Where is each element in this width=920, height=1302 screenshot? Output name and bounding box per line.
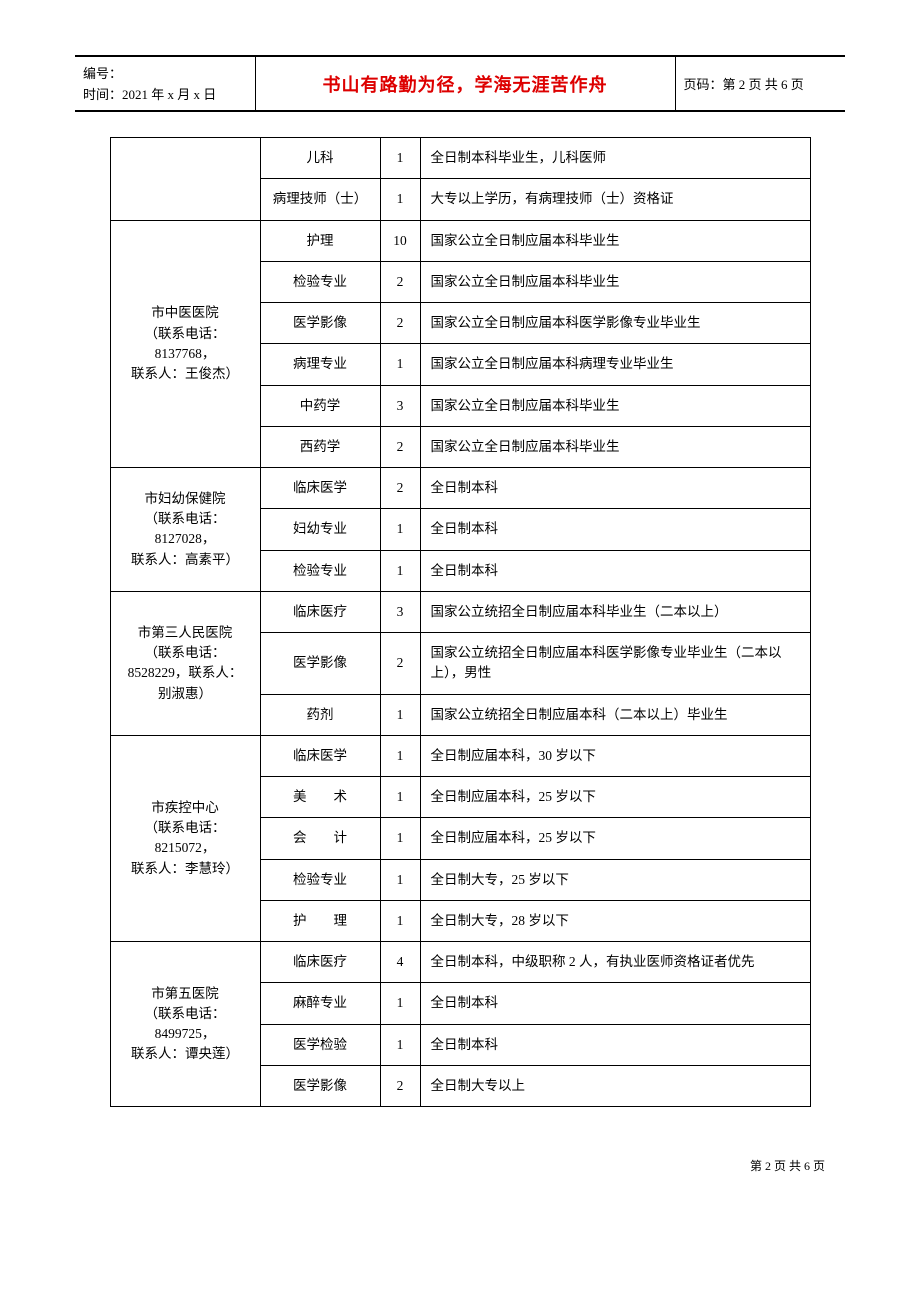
specialty-cell: 临床医疗	[260, 942, 380, 983]
requirement-cell: 国家公立全日制应届本科医学影像专业毕业生	[420, 303, 810, 344]
specialty-cell: 临床医学	[260, 735, 380, 776]
count-cell: 1	[380, 735, 420, 776]
org-cell: 市中医医院（联系电话：8137768，联系人：王俊杰）	[110, 220, 260, 468]
specialty-cell: 医学影像	[260, 1065, 380, 1106]
count-cell: 4	[380, 942, 420, 983]
requirement-cell: 全日制本科	[420, 468, 810, 509]
table-row: 市疾控中心（联系电话：8215072，联系人：李慧玲）临床医学1全日制应届本科，…	[110, 735, 810, 776]
org-cell	[110, 138, 260, 221]
specialty-cell: 临床医学	[260, 468, 380, 509]
specialty-cell: 美 术	[260, 777, 380, 818]
specialty-cell: 检验专业	[260, 859, 380, 900]
requirement-cell: 全日制本科毕业生，儿科医师	[420, 138, 810, 179]
requirement-cell: 国家公立统招全日制应届本科（二本以上）毕业生	[420, 694, 810, 735]
table-row: 市中医医院（联系电话：8137768，联系人：王俊杰）护理10国家公立全日制应届…	[110, 220, 810, 261]
table-row: 市第三人民医院（联系电话：8528229，联系人：别淑惠）临床医疗3国家公立统招…	[110, 591, 810, 632]
specialty-cell: 医学影像	[260, 303, 380, 344]
specialty-cell: 会 计	[260, 818, 380, 859]
specialty-cell: 护理	[260, 220, 380, 261]
org-cell: 市第三人民医院（联系电话：8528229，联系人：别淑惠）	[110, 591, 260, 735]
header-page-label: 页码：第 2 页 共 6 页	[675, 56, 845, 111]
requirement-cell: 全日制大专以上	[420, 1065, 810, 1106]
count-cell: 2	[380, 1065, 420, 1106]
header-left-cell: 编号： 时间：2021 年 x 月 x 日	[75, 56, 255, 111]
requirement-cell: 全日制本科	[420, 550, 810, 591]
header-table: 编号： 时间：2021 年 x 月 x 日 书山有路勤为径，学海无涯苦作舟 页码…	[75, 55, 845, 112]
requirement-cell: 国家公立全日制应届本科毕业生	[420, 385, 810, 426]
count-cell: 1	[380, 694, 420, 735]
specialty-cell: 护 理	[260, 900, 380, 941]
footer-page-number: 第 2 页 共 6 页	[75, 1157, 845, 1174]
count-cell: 2	[380, 261, 420, 302]
org-cell: 市妇幼保健院（联系电话：8127028，联系人：高素平）	[110, 468, 260, 592]
specialty-cell: 药剂	[260, 694, 380, 735]
requirement-cell: 全日制应届本科，30 岁以下	[420, 735, 810, 776]
count-cell: 10	[380, 220, 420, 261]
specialty-cell: 儿科	[260, 138, 380, 179]
bianhao-label: 编号：	[83, 63, 247, 82]
requirement-cell: 大专以上学历，有病理技师（士）资格证	[420, 179, 810, 220]
requirement-cell: 全日制本科，中级职称 2 人，有执业医师资格证者优先	[420, 942, 810, 983]
count-cell: 2	[380, 303, 420, 344]
count-cell: 1	[380, 983, 420, 1024]
requirement-cell: 全日制大专，28 岁以下	[420, 900, 810, 941]
table-row: 市第五医院（联系电话：8499725，联系人：谭央莲）临床医疗4全日制本科，中级…	[110, 942, 810, 983]
count-cell: 1	[380, 777, 420, 818]
count-cell: 1	[380, 509, 420, 550]
document-page: 编号： 时间：2021 年 x 月 x 日 书山有路勤为径，学海无涯苦作舟 页码…	[0, 0, 920, 1214]
specialty-cell: 麻醉专业	[260, 983, 380, 1024]
specialty-cell: 检验专业	[260, 261, 380, 302]
org-cell: 市第五医院（联系电话：8499725，联系人：谭央莲）	[110, 942, 260, 1107]
specialty-cell: 中药学	[260, 385, 380, 426]
count-cell: 2	[380, 633, 420, 695]
requirement-cell: 全日制本科	[420, 1024, 810, 1065]
requirement-cell: 国家公立全日制应届本科毕业生	[420, 220, 810, 261]
requirement-cell: 国家公立全日制应届本科毕业生	[420, 426, 810, 467]
main-table: 儿科1全日制本科毕业生，儿科医师病理技师（士）1大专以上学历，有病理技师（士）资…	[110, 137, 811, 1107]
count-cell: 1	[380, 1024, 420, 1065]
header-motto: 书山有路勤为径，学海无涯苦作舟	[255, 56, 675, 111]
count-cell: 2	[380, 426, 420, 467]
requirement-cell: 全日制本科	[420, 509, 810, 550]
table-row: 儿科1全日制本科毕业生，儿科医师	[110, 138, 810, 179]
count-cell: 1	[380, 138, 420, 179]
requirement-cell: 国家公立全日制应届本科毕业生	[420, 261, 810, 302]
count-cell: 3	[380, 385, 420, 426]
specialty-cell: 西药学	[260, 426, 380, 467]
count-cell: 3	[380, 591, 420, 632]
count-cell: 1	[380, 859, 420, 900]
time-label: 时间：2021 年 x 月 x 日	[83, 87, 216, 102]
requirement-cell: 全日制大专，25 岁以下	[420, 859, 810, 900]
specialty-cell: 医学检验	[260, 1024, 380, 1065]
count-cell: 1	[380, 900, 420, 941]
count-cell: 2	[380, 468, 420, 509]
count-cell: 1	[380, 550, 420, 591]
requirement-cell: 国家公立统招全日制应届本科毕业生（二本以上）	[420, 591, 810, 632]
count-cell: 1	[380, 818, 420, 859]
count-cell: 1	[380, 344, 420, 385]
specialty-cell: 医学影像	[260, 633, 380, 695]
org-cell: 市疾控中心（联系电话：8215072，联系人：李慧玲）	[110, 735, 260, 941]
specialty-cell: 妇幼专业	[260, 509, 380, 550]
requirement-cell: 全日制本科	[420, 983, 810, 1024]
specialty-cell: 病理技师（士）	[260, 179, 380, 220]
specialty-cell: 检验专业	[260, 550, 380, 591]
specialty-cell: 临床医疗	[260, 591, 380, 632]
requirement-cell: 全日制应届本科，25 岁以下	[420, 777, 810, 818]
count-cell: 1	[380, 179, 420, 220]
specialty-cell: 病理专业	[260, 344, 380, 385]
requirement-cell: 国家公立统招全日制应届本科医学影像专业毕业生（二本以上），男性	[420, 633, 810, 695]
requirement-cell: 全日制应届本科，25 岁以下	[420, 818, 810, 859]
requirement-cell: 国家公立全日制应届本科病理专业毕业生	[420, 344, 810, 385]
table-row: 市妇幼保健院（联系电话：8127028，联系人：高素平）临床医学2全日制本科	[110, 468, 810, 509]
